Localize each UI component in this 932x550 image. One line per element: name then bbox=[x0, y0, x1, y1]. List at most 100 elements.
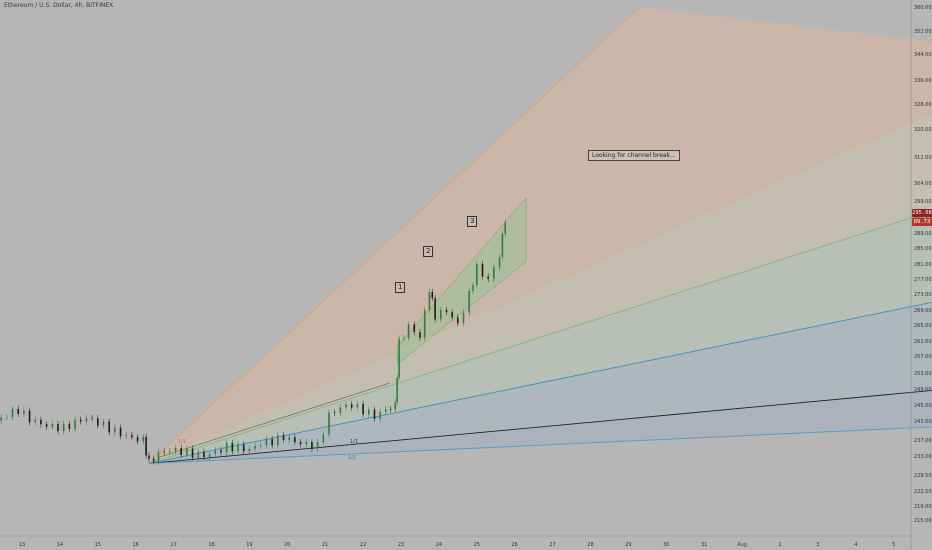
x-tick-label: 27 bbox=[549, 542, 555, 548]
candle-body bbox=[431, 292, 434, 299]
x-tick-label: Aug bbox=[737, 542, 747, 548]
candle-body bbox=[169, 451, 171, 453]
candle-body bbox=[157, 451, 160, 462]
x-tick-label: 19 bbox=[246, 542, 252, 548]
candle-body bbox=[339, 407, 342, 413]
y-tick-label: 299.00 bbox=[914, 199, 932, 205]
symbol-title: Ethereum / U.S. Dollar, 4h, BITFINEX bbox=[4, 2, 114, 9]
fan-line-6 bbox=[148, 426, 932, 464]
candle-body bbox=[40, 419, 42, 425]
candle-body bbox=[74, 419, 76, 429]
candle-body bbox=[445, 310, 448, 313]
candle-body bbox=[214, 450, 217, 454]
fan-line-2 bbox=[148, 113, 932, 464]
candle-body bbox=[254, 445, 256, 449]
x-tick-label: 23 bbox=[398, 542, 404, 548]
candle-body bbox=[299, 442, 302, 445]
x-tick-label: 15 bbox=[95, 542, 101, 548]
candle-body bbox=[419, 332, 421, 338]
candle-body bbox=[504, 222, 507, 234]
small-labels: 1/1 1/2 1/1 bbox=[178, 439, 358, 461]
x-tick-label: 28 bbox=[587, 542, 593, 548]
x-tick-label: 14 bbox=[57, 542, 63, 548]
candle-body bbox=[102, 421, 105, 426]
candle-body bbox=[373, 409, 376, 419]
fan-line-1 bbox=[148, 6, 641, 464]
candle-body bbox=[434, 298, 436, 320]
y-tick-label: 257.00 bbox=[914, 354, 932, 360]
candle-body bbox=[119, 427, 122, 437]
fan-line-4 bbox=[148, 301, 932, 464]
secondary-price-tag: 89.73 bbox=[912, 218, 932, 226]
candle-body bbox=[136, 437, 139, 442]
y-tick-label: 245.00 bbox=[914, 403, 932, 409]
x-tick-label: 13 bbox=[19, 542, 25, 548]
x-tick-label: 24 bbox=[436, 542, 442, 548]
candle-body bbox=[451, 312, 453, 318]
candle-body bbox=[472, 285, 474, 292]
candle-body bbox=[322, 434, 325, 442]
candle-body bbox=[79, 419, 82, 422]
candle-body bbox=[362, 403, 364, 415]
candle-body bbox=[356, 403, 359, 408]
y-tick-label: 320.00 bbox=[914, 127, 932, 133]
candle-body bbox=[367, 409, 370, 415]
fan-line-3 bbox=[148, 210, 932, 464]
y-tick-label: 229.50 bbox=[914, 473, 932, 479]
candle-body bbox=[305, 441, 308, 445]
x-tick-label: 17 bbox=[170, 542, 176, 548]
candle-body bbox=[487, 276, 489, 279]
x-tick-label: 4 bbox=[854, 542, 857, 548]
candle-body bbox=[186, 448, 188, 456]
wave-label-1: 1 bbox=[395, 282, 406, 293]
candle-body bbox=[145, 436, 147, 456]
candle-body bbox=[85, 418, 88, 422]
candle-body bbox=[476, 263, 478, 286]
y-tick-label: 237.00 bbox=[914, 438, 932, 444]
candle-body bbox=[403, 337, 405, 339]
candle-body bbox=[385, 409, 387, 412]
wave-label-3: 3 bbox=[467, 216, 478, 227]
y-tick-label: 273.00 bbox=[914, 292, 932, 298]
y-tick-label: 281.00 bbox=[914, 262, 932, 268]
candle-body bbox=[333, 412, 336, 414]
y-tick-label: 289.00 bbox=[914, 231, 932, 237]
fan-fills bbox=[148, 7, 932, 464]
candle-body bbox=[131, 435, 133, 438]
candle-body bbox=[462, 312, 465, 324]
candle-body bbox=[265, 438, 268, 446]
candle-body bbox=[316, 441, 319, 449]
candle-body bbox=[379, 411, 381, 419]
price-series bbox=[0, 219, 507, 465]
y-tick-label: 352.00 bbox=[914, 29, 932, 35]
candle-body bbox=[91, 418, 93, 419]
x-tick-label: 30 bbox=[663, 542, 669, 548]
candle-body bbox=[277, 435, 279, 446]
candle-body bbox=[125, 435, 128, 437]
candle-body bbox=[203, 451, 205, 458]
x-axis: 13 14 15 16 17 18 19 20 21 22 23 24 25 26 27 28 29 30 31 Au… bbox=[0, 535, 911, 548]
candle-body bbox=[34, 419, 37, 423]
candle-body bbox=[62, 424, 65, 432]
candle-body bbox=[394, 401, 397, 410]
fan-zone-1 bbox=[148, 7, 932, 464]
candle-body bbox=[481, 263, 484, 277]
candle-body bbox=[197, 451, 200, 458]
fan-ratio-label: 1/1 bbox=[178, 439, 186, 445]
candle-body bbox=[180, 447, 182, 456]
wave-label-2: 2 bbox=[423, 246, 434, 257]
candle-body bbox=[163, 451, 165, 453]
candle-body bbox=[220, 450, 222, 453]
y-tick-label: 265.00 bbox=[914, 323, 932, 329]
candle-body bbox=[208, 453, 211, 458]
candle-body bbox=[271, 438, 273, 446]
candle-body bbox=[328, 412, 330, 435]
candle-body bbox=[282, 435, 285, 441]
candle-body bbox=[242, 444, 245, 452]
candle-body bbox=[152, 458, 155, 462]
candle-body bbox=[468, 291, 471, 313]
candle-body bbox=[11, 408, 14, 418]
candle-body bbox=[288, 437, 290, 441]
